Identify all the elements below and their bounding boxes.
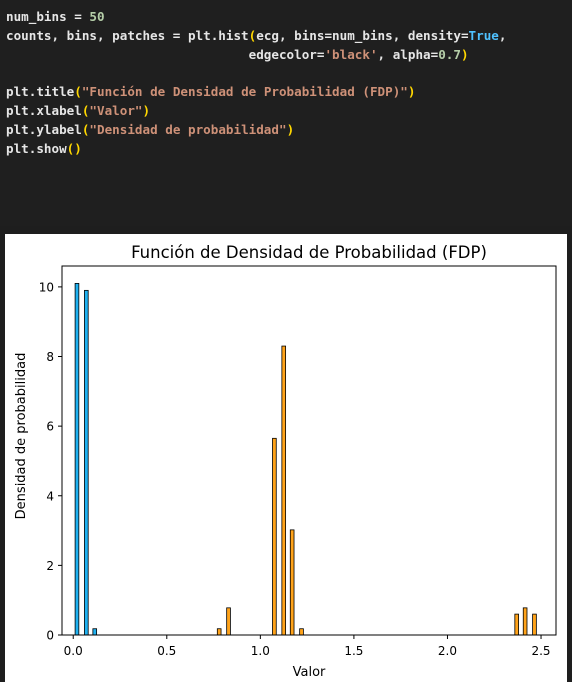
code-cell[interactable]: num_bins = 50 counts, bins, patches = plt… — [0, 0, 572, 226]
y-tick-label: 6 — [46, 420, 54, 434]
histogram-bar — [84, 289, 89, 636]
code-line: num_bins = 50 — [6, 8, 572, 27]
code-token: "Valor" — [89, 102, 143, 118]
x-tick-label: 2.5 — [531, 644, 550, 658]
code-token: ) — [460, 46, 469, 62]
code-token: ( — [248, 27, 257, 43]
code-token: edgecolor= — [6, 46, 325, 62]
histogram-bar — [272, 437, 277, 636]
x-ticks: 0.0 0.5 1.0 1.5 2.0 2.5 — [64, 635, 551, 658]
plot-area-frame — [61, 265, 557, 636]
code-token: , — [498, 27, 507, 43]
histogram-bar — [514, 613, 519, 636]
bars-group — [74, 283, 537, 636]
histogram-bar — [216, 628, 222, 636]
code-token: ( — [81, 121, 90, 137]
code-line: plt.xlabel("Valor") — [6, 102, 572, 121]
chart-title: Función de Densidad de Probabilidad (FDP… — [131, 243, 487, 262]
code-editor[interactable]: num_bins = 50 counts, bins, patches = plt… — [6, 8, 572, 158]
code-token: plt.show — [6, 140, 67, 156]
histogram-bar — [532, 613, 537, 636]
histogram-bar — [74, 283, 80, 636]
code-token: "Función de Densidad de Probabilidad (FD… — [81, 84, 408, 100]
x-tick-label: 0.5 — [157, 644, 176, 658]
code-token: 0.7 — [438, 46, 461, 62]
code-token: ) — [286, 121, 295, 137]
x-tick-label: 1.0 — [251, 644, 270, 658]
code-token: num_bins = — [6, 9, 90, 24]
code-token: plt.xlabel — [6, 102, 82, 118]
code-token: "Densidad de probabilidad" — [89, 121, 287, 137]
histogram-bar — [522, 607, 528, 636]
histogram-bar — [281, 345, 287, 636]
y-tick-label: 4 — [46, 489, 54, 503]
code-line — [6, 64, 572, 83]
x-axis-label: Valor — [293, 665, 326, 680]
output-cell: Función de Densidad de Probabilidad (FDP… — [5, 234, 567, 682]
code-token: 50 — [89, 9, 105, 24]
code-token: ecg, bins=num_bins, density= — [256, 27, 469, 43]
code-token: plt.title — [6, 84, 75, 100]
x-tick-label: 2.0 — [438, 644, 457, 658]
code-token: ( — [74, 84, 82, 100]
code-token: plt.ylabel — [6, 121, 82, 137]
code-line: edgecolor='black', alpha=0.7) — [6, 46, 572, 65]
code-token: ( — [81, 102, 90, 118]
code-line: plt.ylabel("Densidad de probabilidad") — [6, 121, 572, 140]
y-tick-label: 2 — [46, 559, 54, 573]
code-token: ) — [407, 84, 416, 100]
code-token: counts, bins, patches = plt.hist — [6, 27, 249, 43]
y-axis-label: Densidad de probabilidad — [14, 353, 29, 520]
histogram-chart: Función de Densidad de Probabilidad (FDP… — [14, 243, 557, 680]
code-line: plt.title("Función de Densidad de Probab… — [6, 83, 572, 102]
code-line: counts, bins, patches = plt.hist(ecg, bi… — [6, 27, 572, 46]
code-line: plt.show() — [6, 140, 572, 159]
y-ticks: 0 2 4 6 8 10 — [39, 280, 62, 643]
x-tick-label: 1.5 — [344, 644, 363, 658]
code-token: () — [66, 140, 82, 156]
code-token: ) — [142, 102, 151, 118]
y-tick-label: 8 — [46, 350, 54, 364]
y-tick-label: 10 — [39, 280, 54, 294]
histogram-bar — [226, 607, 231, 636]
y-tick-label: 0 — [46, 629, 54, 643]
histogram-bar — [92, 628, 98, 636]
histogram-bar — [299, 628, 304, 636]
code-token: 'black' — [324, 46, 378, 62]
code-token: True — [468, 27, 499, 43]
x-tick-label: 0.0 — [64, 644, 83, 658]
code-token: , alpha= — [377, 46, 439, 62]
histogram-bar — [289, 529, 295, 636]
